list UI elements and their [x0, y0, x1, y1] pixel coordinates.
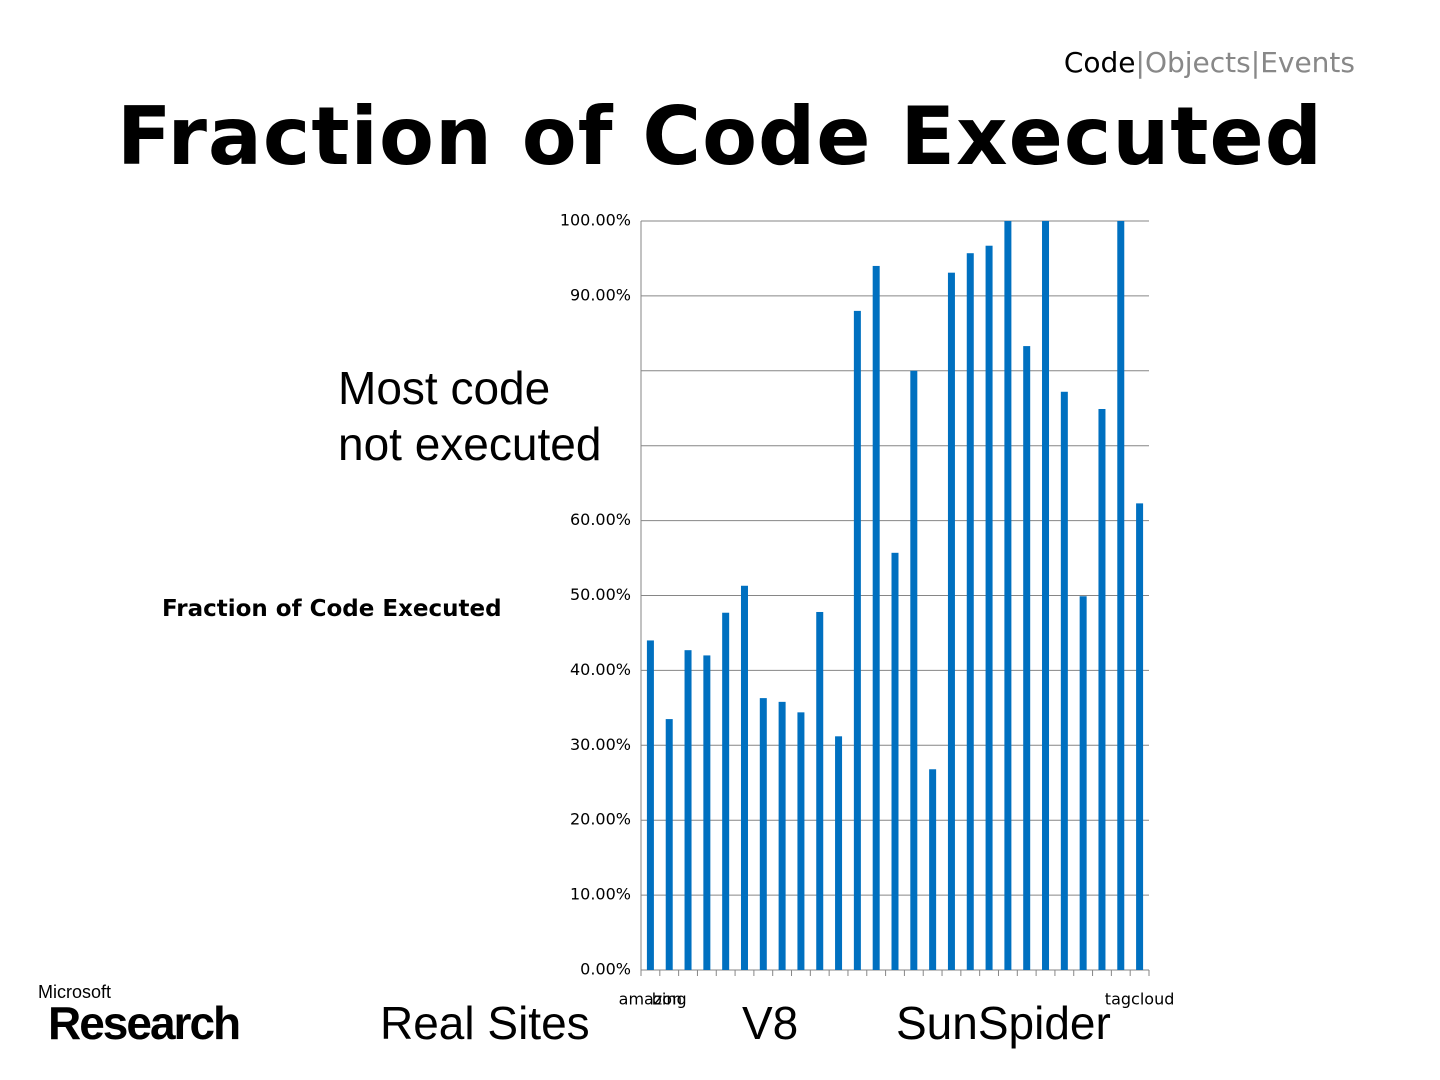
bar	[1023, 346, 1031, 970]
bar	[835, 736, 843, 970]
bar	[947, 272, 955, 970]
y-tick-label: 50.00%	[570, 585, 631, 604]
annotation: Most code not executed	[338, 360, 638, 470]
group-label: SunSpider	[896, 997, 1111, 1049]
bar	[740, 585, 748, 970]
bar	[872, 265, 880, 970]
bar	[778, 701, 786, 970]
bar	[1042, 221, 1050, 970]
bar	[1136, 503, 1144, 970]
group-label: V8	[742, 997, 799, 1049]
bar	[1060, 391, 1068, 971]
bar	[1004, 221, 1012, 970]
group-label: Real Sites	[380, 997, 590, 1049]
nav-item[interactable]: Objects	[1144, 46, 1251, 79]
y-tick-label: 0.00%	[580, 960, 631, 979]
y-tick-label: 10.00%	[570, 885, 631, 904]
bar	[1079, 596, 1087, 970]
bar	[853, 310, 861, 970]
bar	[891, 552, 899, 970]
y-tick-label: 20.00%	[570, 810, 631, 829]
nav-item[interactable]: Code	[1063, 46, 1136, 79]
bar	[665, 719, 673, 970]
bar	[1117, 221, 1125, 970]
bar	[759, 698, 767, 970]
separator: |	[1250, 46, 1261, 79]
legend-entry: Fraction of Code Executed	[162, 596, 502, 622]
logo-text: Microsoft	[38, 982, 112, 1002]
logo-text: Research	[48, 997, 241, 1049]
bar	[966, 253, 974, 970]
x-tick-label: amazon	[619, 990, 683, 1009]
bar	[929, 769, 937, 970]
bar	[910, 370, 918, 970]
y-tick-label: 30.00%	[570, 735, 631, 754]
nav: Code|Objects|Events	[1064, 46, 1355, 79]
bar	[722, 612, 730, 970]
bar	[1098, 408, 1106, 970]
bar	[646, 640, 654, 970]
bar	[703, 655, 711, 970]
nav-item[interactable]: Events	[1260, 46, 1355, 79]
y-tick-label: 90.00%	[570, 285, 631, 304]
bar	[985, 245, 993, 971]
y-tick-label: 100.00%	[560, 211, 631, 230]
y-tick-label: 40.00%	[570, 660, 631, 679]
x-tick-label: tagcloud	[1105, 990, 1175, 1009]
bar	[816, 611, 824, 970]
y-tick-label: 60.00%	[570, 510, 631, 529]
bar	[797, 712, 805, 970]
separator: |	[1135, 46, 1145, 79]
bar	[684, 650, 692, 970]
chart-title: Fraction of Code Executed	[116, 90, 1324, 183]
x-tick-label: bing	[652, 990, 687, 1009]
